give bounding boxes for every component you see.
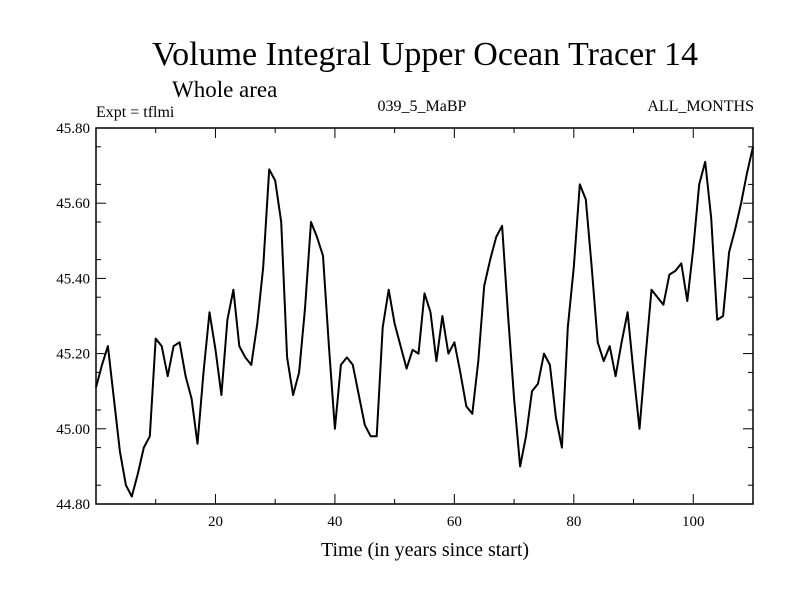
y-tick-label: 45.20: [56, 347, 90, 363]
plot-frame: [95, 127, 754, 505]
y-tick-label: 45.00: [56, 422, 90, 438]
x-axis: 20 40 60 80 100: [155, 128, 705, 530]
y-tick-label: 45.40: [56, 271, 90, 287]
y-axis: 44.80 45.00 45.20 45.40 45.60 45.80: [56, 121, 753, 513]
y-tick-label: 44.80: [56, 497, 90, 513]
chart-subtitle: Whole area: [172, 77, 277, 102]
x-tick-label: 20: [208, 514, 223, 530]
y-tick-label: 45.80: [56, 121, 90, 137]
x-tick-label: 100: [682, 514, 705, 530]
run-label: 039_5_MaBP: [378, 98, 467, 115]
series-line-tracer-14: [95, 146, 754, 498]
x-tick-label: 60: [447, 514, 462, 530]
y-tick-label: 45.60: [56, 196, 90, 212]
x-axis-label: Time (in years since start): [321, 539, 529, 561]
x-tick-label: 80: [566, 514, 581, 530]
experiment-label: Expt = tflmi: [96, 104, 175, 121]
chart-title: Volume Integral Upper Ocean Tracer 14: [152, 36, 698, 73]
period-label: ALL_MONTHS: [647, 98, 754, 115]
x-tick-label: 40: [327, 514, 342, 530]
